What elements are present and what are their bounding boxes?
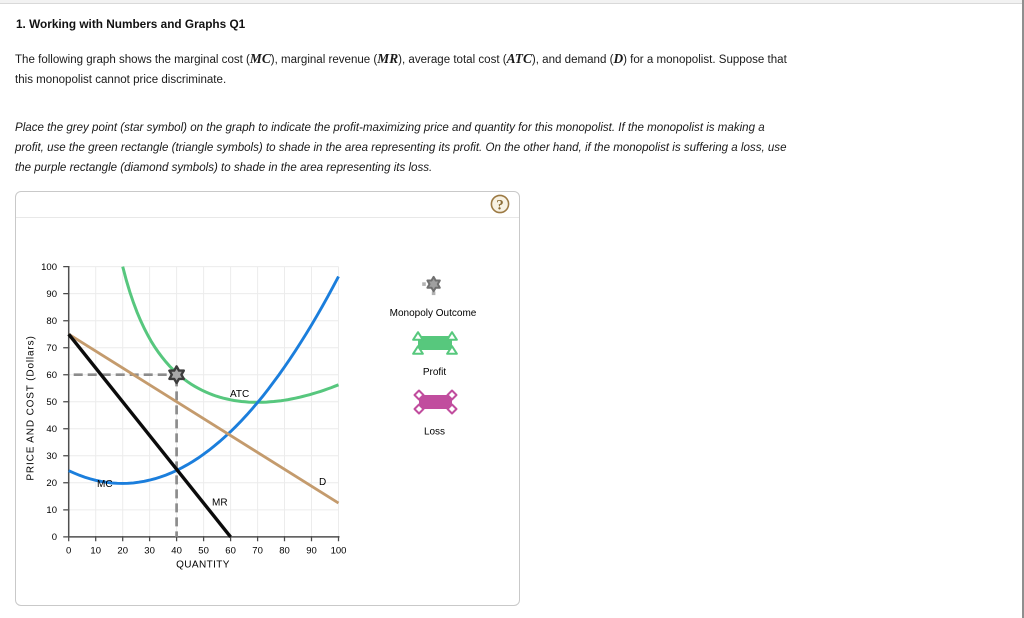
svg-text:60: 60: [46, 370, 57, 381]
svg-text:80: 80: [279, 546, 290, 557]
svg-text:ATC: ATC: [230, 389, 249, 400]
svg-text:80: 80: [46, 316, 57, 327]
svg-text:0: 0: [52, 532, 57, 543]
svg-text:70: 70: [46, 343, 57, 354]
svg-text:MC: MC: [97, 479, 113, 490]
svg-text:30: 30: [144, 546, 155, 557]
svg-text:100: 100: [41, 262, 57, 273]
svg-text:40: 40: [171, 546, 182, 557]
svg-text:60: 60: [225, 546, 236, 557]
svg-text:20: 20: [117, 546, 128, 557]
svg-text:QUANTITY: QUANTITY: [176, 559, 230, 570]
svg-text:40: 40: [46, 424, 57, 435]
svg-text:90: 90: [306, 546, 317, 557]
svg-text:MR: MR: [212, 497, 228, 508]
svg-text:0: 0: [66, 546, 71, 557]
svg-text:70: 70: [252, 546, 263, 557]
svg-text:90: 90: [46, 289, 57, 300]
svg-text:30: 30: [46, 451, 57, 462]
svg-text:50: 50: [46, 397, 57, 408]
svg-text:10: 10: [46, 505, 57, 516]
svg-text:100: 100: [331, 546, 347, 557]
svg-text:Profit: Profit: [423, 367, 447, 378]
svg-text:PRICE AND COST (Dollars): PRICE AND COST (Dollars): [25, 335, 36, 480]
svg-text:10: 10: [90, 546, 101, 557]
svg-text:Loss: Loss: [424, 426, 445, 437]
svg-text:50: 50: [198, 546, 209, 557]
svg-text:Monopoly Outcome: Monopoly Outcome: [390, 308, 477, 319]
svg-text:?: ?: [496, 198, 504, 214]
svg-text:D: D: [319, 477, 326, 488]
svg-text:20: 20: [46, 478, 57, 489]
